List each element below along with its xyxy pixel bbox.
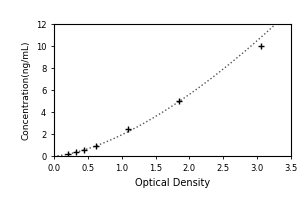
X-axis label: Optical Density: Optical Density [135, 178, 210, 188]
Y-axis label: Concentration(ng/mL): Concentration(ng/mL) [21, 40, 30, 140]
